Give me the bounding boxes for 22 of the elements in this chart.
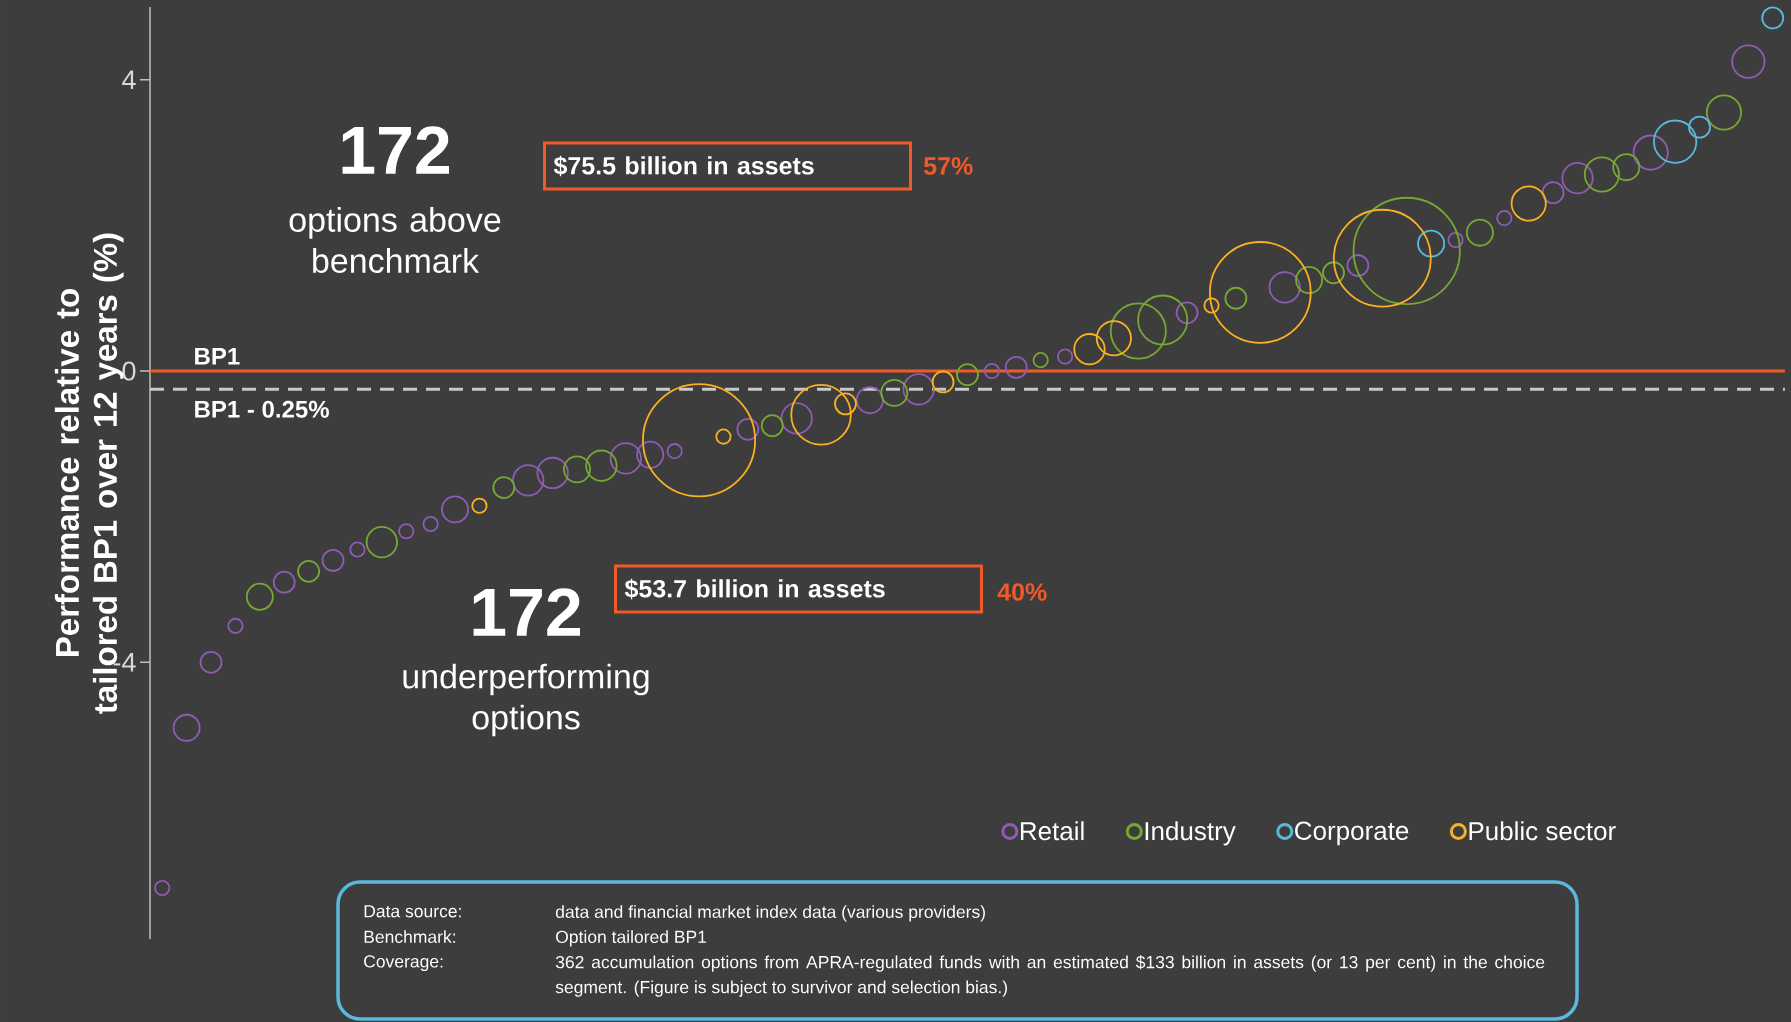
- text: 362 accumulation options from APRA-regulated funds with an estimated $133 billion in assets (or 13 per cent) in the choice segment. (Figure is subject to survivor and selection bias.): [555, 955, 1545, 997]
- annotation: 172: [342, 126, 449, 174]
- y-tick-label: 0: [122, 361, 136, 381]
- annotation: Option tailored BP1: [556, 930, 707, 947]
- legend-label: Corporate: [1295, 821, 1409, 846]
- annotation: Benchmark:: [364, 930, 455, 944]
- annotation: 172: [473, 588, 580, 636]
- legend-label: Public sector: [1469, 821, 1616, 841]
- annotation: data and financial market index data (various providers): [555, 905, 985, 922]
- legend-label: Retail: [1020, 821, 1084, 841]
- y-tick-label: 4: [122, 70, 136, 90]
- annotation: options above benchmark: [289, 207, 501, 273]
- annotation: 40%: [997, 583, 1047, 601]
- ref-line-label: BP1: [195, 348, 240, 365]
- annotation: Data source:: [364, 905, 461, 918]
- legend-label: Industry: [1145, 821, 1236, 846]
- text: Coverage:: [364, 955, 443, 972]
- annotation: $53.7 billion in assets: [624, 578, 885, 600]
- annotation: 57%: [923, 157, 973, 175]
- annotation: underperforming options: [403, 663, 649, 737]
- ref-line-label: BP1 - 0.25%: [195, 400, 329, 418]
- annotation: $75.5 billion in assets: [553, 155, 814, 177]
